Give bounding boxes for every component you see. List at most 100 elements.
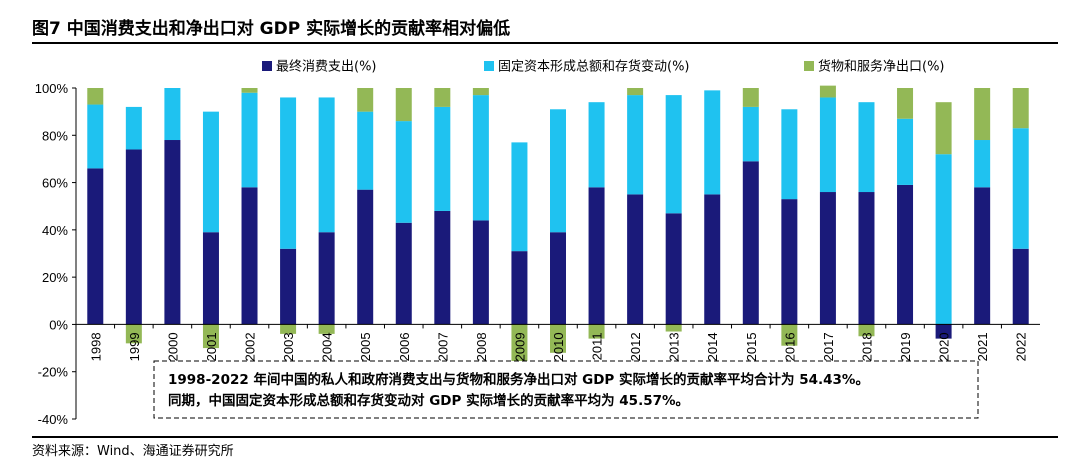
bar-segment: [974, 187, 991, 325]
bar-segment: [935, 324, 952, 339]
x-tick-label: 2021: [975, 332, 990, 361]
x-tick-label: 1999: [127, 332, 142, 361]
x-tick-label: 2007: [435, 332, 450, 361]
bar-segment: [550, 324, 566, 353]
bar-segment: [511, 251, 528, 325]
bar-segment: [395, 222, 412, 325]
bar-segment: [87, 168, 104, 325]
bar-segment: [819, 85, 836, 98]
y-tick-label: 40%: [42, 223, 68, 238]
bar-segment: [742, 88, 759, 107]
y-tick-label: 0%: [49, 317, 68, 332]
bar-segment: [819, 97, 836, 193]
bar-segment: [164, 140, 181, 325]
bar-segment: [897, 184, 914, 325]
x-tick-label: 2003: [281, 332, 296, 361]
x-tick-label: 2014: [705, 332, 720, 361]
bar-segment: [1012, 128, 1029, 249]
annotation-border: [153, 360, 979, 419]
x-tick-label: 2011: [590, 332, 605, 360]
bar-segment: [1012, 88, 1029, 129]
legend-swatch: [804, 61, 814, 71]
bar-segment: [280, 248, 297, 325]
y-tick-label: 60%: [42, 176, 68, 191]
bar-segment: [125, 324, 142, 344]
bar-segment: [550, 109, 566, 233]
bar-segment: [511, 142, 528, 252]
x-tick-label: 2019: [898, 332, 913, 361]
legend-label: 固定资本形成总额和存货变动(%): [498, 59, 690, 75]
x-tick-label: 2015: [744, 332, 759, 361]
bar-segment: [665, 324, 682, 332]
bar-segment: [472, 88, 489, 96]
x-tick-label: 1998: [88, 332, 103, 361]
x-tick-label: 2006: [397, 332, 412, 361]
bar-segment: [935, 154, 952, 325]
bar-segment: [125, 149, 142, 325]
bar-segment: [280, 97, 297, 249]
figure-title: 图7 中国消费支出和净出口对 GDP 实际增长的贡献率相对偏低: [32, 19, 511, 39]
bar-segment: [627, 88, 644, 96]
bar-segment: [819, 192, 836, 325]
legend-label: 货物和服务净出口(%): [818, 59, 945, 75]
annotation-line: 1998-2022 年间中国的私人和政府消费支出与货物和服务净出口对 GDP 实…: [168, 371, 869, 388]
bar-segment: [472, 220, 489, 325]
y-tick-label: 80%: [42, 128, 68, 143]
bar-segment: [357, 88, 374, 112]
bar-segment: [974, 88, 991, 141]
y-tick-label: -40%: [38, 412, 69, 427]
bar-segment: [935, 102, 952, 155]
bar-segment: [472, 95, 489, 221]
bar-segment: [858, 192, 875, 325]
x-tick-label: 2013: [667, 332, 682, 361]
bar-segment: [434, 88, 451, 107]
bar-segment: [241, 92, 258, 188]
bar-segment: [974, 140, 991, 188]
x-tick-label: 2008: [474, 332, 489, 361]
axes: -40% -20% 0% 20% 40% 60% 80% 100% 1998 1999 2000 20…: [35, 81, 1040, 427]
x-tick-label: 2017: [821, 332, 836, 361]
x-tick-label: 2001: [204, 332, 219, 361]
x-tick-label: 2018: [859, 332, 874, 361]
bar-segment: [434, 210, 451, 325]
x-tick-label: 2012: [628, 332, 643, 361]
bar-segment: [742, 106, 759, 162]
annotation-line: 同期，中国固定资本形成总额和存货变动对 GDP 实际增长的贡献率平均为 45.5…: [168, 392, 689, 409]
bar-segment: [241, 88, 258, 93]
bar-segment: [87, 104, 104, 169]
bar-segment: [87, 88, 104, 105]
bar-segment: [897, 118, 914, 185]
x-tick-label: 2002: [243, 332, 258, 361]
x-tick-label: 2009: [512, 332, 527, 361]
bar-segment: [318, 232, 335, 325]
source-rule: [32, 436, 1058, 438]
x-tick-label: 2016: [782, 332, 797, 361]
bar-segment: [318, 97, 335, 233]
bar-segment: [858, 102, 875, 193]
bar-segment: [241, 187, 258, 325]
y-tick-label: 20%: [42, 270, 68, 285]
bar-segment: [395, 121, 412, 223]
x-tick-label: 2005: [358, 332, 373, 361]
bar-segment: [897, 88, 914, 119]
bar-segment: [202, 232, 219, 325]
title-rule: [32, 42, 1058, 44]
bar-segment: [318, 324, 335, 334]
bar-segment: [434, 106, 451, 211]
bar-segment: [781, 109, 798, 200]
bar-segment: [1012, 248, 1029, 325]
y-tick-label: 100%: [35, 81, 69, 96]
x-tick-label: 2010: [551, 332, 566, 361]
legend: 最终消费支出(%) 固定资本形成总额和存货变动(%) 货物和服务净出口(%): [262, 59, 945, 75]
annotation-box: 1998-2022 年间中国的私人和政府消费支出与货物和服务净出口对 GDP 实…: [153, 360, 979, 419]
x-tick-label: 2004: [320, 332, 335, 361]
bar-segment: [665, 95, 682, 214]
bar-segment: [704, 194, 721, 325]
bars: [87, 85, 1029, 377]
legend-swatch: [484, 61, 494, 71]
x-tick-label: 2022: [1014, 332, 1029, 361]
bar-segment: [550, 232, 566, 325]
bar-segment: [395, 88, 412, 122]
bar-segment: [357, 189, 374, 325]
